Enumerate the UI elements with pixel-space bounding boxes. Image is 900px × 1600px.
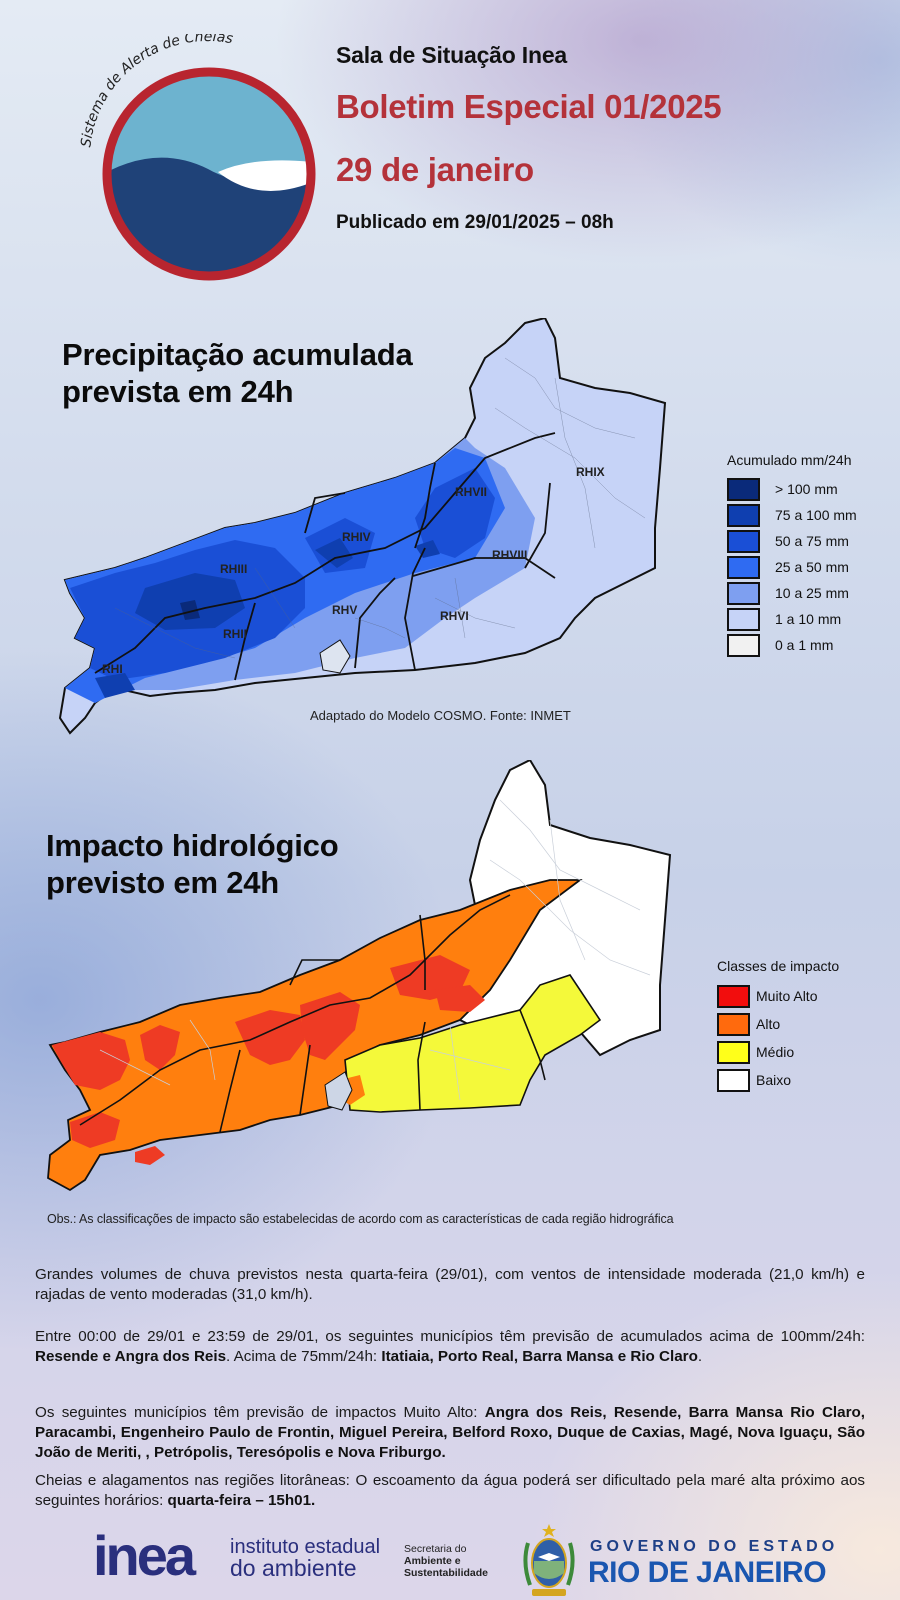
inea-logo: inea [93, 1524, 196, 1587]
rio-coat-of-arms-icon [523, 1524, 575, 1596]
published-timestamp: Publicado em 29/01/2025 – 08h [336, 212, 614, 233]
bulletin-title: Boletim Especial 01/2025 [336, 88, 722, 125]
region-label-rhi: RHI [102, 662, 123, 676]
room-title: Sala de Situação Inea [336, 42, 568, 68]
legend-item: 25 a 50 mm [727, 554, 857, 580]
legend-item: Médio [717, 1038, 839, 1066]
region-label-rhv: RHV [332, 603, 357, 617]
legend-item: 10 a 25 mm [727, 580, 857, 606]
swatch [727, 555, 760, 579]
precipitation-source: Adaptado do Modelo COSMO. Fonte: INMET [310, 708, 571, 723]
legend-item: Alto [717, 1010, 839, 1038]
legend-item: Muito Alto [717, 982, 839, 1010]
impact-legend: Classes de impacto Muito Alto Alto Médio… [717, 958, 839, 1094]
region-label-rhii: RHII [223, 627, 247, 641]
paragraph-weather-summary: Grandes volumes de chuva previstos nesta… [35, 1266, 865, 1303]
swatch [727, 581, 760, 605]
paragraph-very-high-impact: Os seguintes municípios têm previsão de … [35, 1404, 865, 1461]
sistema-alerta-cheias-logo: Sistema de Alerta de Cheias [78, 34, 316, 281]
swatch [717, 1068, 750, 1092]
legend-item: 50 a 75 mm [727, 528, 857, 554]
precipitation-map: RHI RHII RHIII RHIV RHV RHVI RHVII RHVII… [58, 318, 667, 735]
swatch [717, 984, 750, 1008]
impact-map [47, 760, 672, 1192]
region-label-rhvii: RHVII [455, 485, 487, 499]
governo-estado-label: GOVERNO DO ESTADO [590, 1538, 839, 1555]
swatch [717, 1012, 750, 1036]
swatch [727, 503, 760, 527]
paragraph-coastal-flooding: Cheias e alagamentos nas regiões litorân… [35, 1472, 865, 1509]
region-label-rhviii: RHVIII [492, 548, 527, 562]
region-label-rhiv: RHIV [342, 530, 371, 544]
precipitation-legend: Acumulado mm/24h > 100 mm 75 a 100 mm 50… [727, 452, 857, 658]
impact-title: Impacto hidrológico previsto em 24h [46, 828, 339, 900]
rio-de-janeiro-label: RIO DE JANEIRO [588, 1556, 827, 1589]
region-label-rhvi: RHVI [440, 609, 469, 623]
swatch [727, 529, 760, 553]
legend-item: 1 a 10 mm [727, 606, 857, 632]
region-label-rhiii: RHIII [220, 562, 247, 576]
precipitation-title: Precipitação acumulada prevista em 24h [62, 337, 413, 409]
swatch [727, 477, 760, 501]
swatch [717, 1040, 750, 1064]
impact-observation: Obs.: As classificações de impacto são e… [47, 1212, 674, 1226]
inea-subtitle: instituto estadual do ambiente [230, 1536, 381, 1581]
legend-item: 0 a 1 mm [727, 632, 857, 658]
legend-item: 75 a 100 mm [727, 502, 857, 528]
region-label-rhix: RHIX [576, 465, 605, 479]
bulletin-date: 29 de janeiro [336, 151, 534, 188]
paragraph-accumulated-rain: Entre 00:00 de 29/01 e 23:59 de 29/01, o… [35, 1328, 865, 1365]
legend-item: > 100 mm [727, 476, 857, 502]
legend-title: Classes de impacto [717, 958, 840, 974]
swatch [727, 633, 760, 657]
secretaria-logo: Secretaria do Ambiente e Sustentabilidad… [404, 1543, 489, 1579]
legend-item: Baixo [717, 1066, 839, 1094]
swatch [727, 607, 760, 631]
legend-title: Acumulado mm/24h [727, 452, 852, 468]
